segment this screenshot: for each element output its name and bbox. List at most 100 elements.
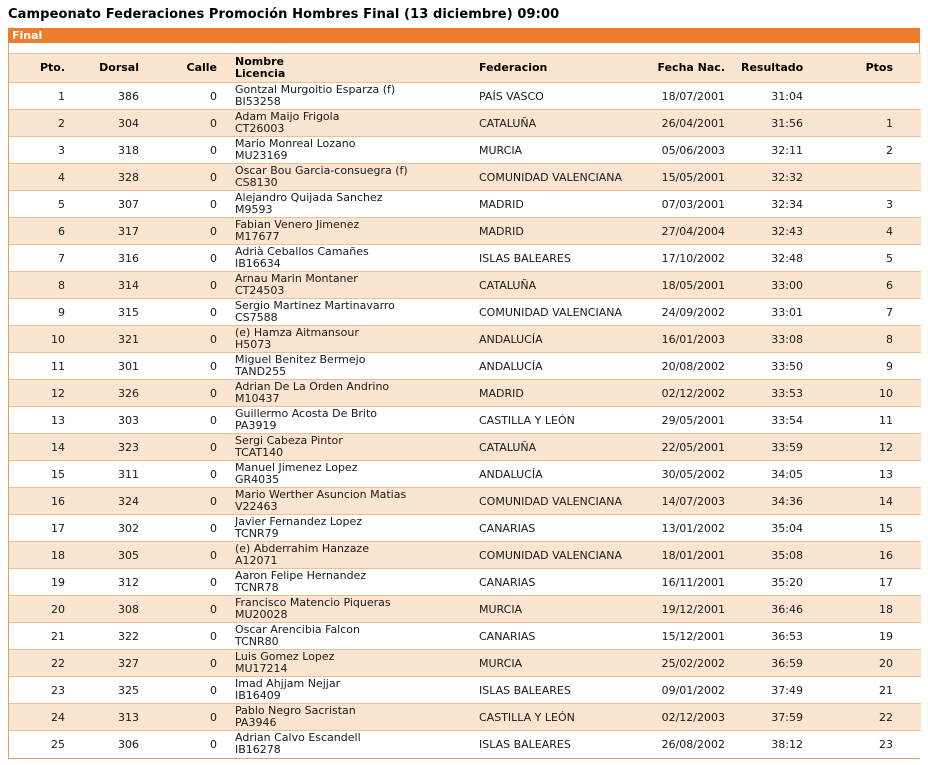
cell-calle: 0	[210, 440, 217, 454]
cell-dorsal: 325	[118, 683, 139, 697]
cell-dorsal: 324	[118, 494, 139, 508]
table-row: 4 328 0 Oscar Bou Garcia-consuegra (f) CS813…	[9, 163, 921, 191]
results-tbody: 1 386 0 Gontzal Murgoitio Esparza (f) BI5325…	[9, 82, 921, 758]
athlete-licencia: TAND255	[235, 365, 287, 378]
table-row: 23 325 0 Imad Ahjjam Nejjar IB16409 ISLAS BAL…	[9, 676, 921, 704]
cell-nombre-licencia: Arnau Marin Montaner CT24503	[229, 272, 475, 299]
cell-nombre-licencia: Guillermo Acosta De Brito PA3919	[229, 407, 475, 434]
cell-calle: 0	[210, 224, 217, 238]
table-row: 21 322 0 Oscar Arencibia Falcon TCNR80 CANARI…	[9, 622, 921, 650]
cell-resultado: 38:12	[771, 737, 803, 751]
cell-federacion: ISLAS BALEARES	[479, 251, 571, 265]
cell-resultado: 34:36	[771, 494, 803, 508]
cell-calle: 0	[210, 737, 217, 751]
cell-nombre-licencia: Mario Monreal Lozano MU23169	[229, 137, 475, 164]
cell-pto: 6	[58, 224, 65, 238]
cell-pto: 4	[58, 170, 65, 184]
col-header-resultado: Resultado	[741, 61, 804, 74]
cell-resultado: 36:46	[771, 602, 803, 616]
athlete-name: Mario Werther Asuncion Matias	[235, 488, 407, 501]
table-row: 11 301 0 Miguel Benitez Bermejo TAND255 ANDAL…	[9, 352, 921, 380]
cell-resultado: 32:43	[771, 224, 803, 238]
cell-ptos: 14	[879, 494, 893, 508]
athlete-licencia: A12071	[235, 554, 278, 567]
cell-ptos: 9	[886, 359, 893, 373]
table-row: 2 304 0 Adam Maijo Frigola CT26003 CATALUÑA 26…	[9, 109, 921, 137]
cell-fecha-nac: 17/10/2002	[661, 251, 725, 265]
cell-nombre-licencia: Oscar Arencibia Falcon TCNR80	[229, 623, 475, 650]
cell-pto: 10	[51, 332, 65, 346]
cell-pto: 14	[51, 440, 65, 454]
cell-fecha-nac: 07/03/2001	[661, 197, 725, 211]
cell-pto: 23	[51, 683, 65, 697]
athlete-name: Gontzal Murgoitio Esparza (f)	[235, 83, 396, 96]
table-row: 19 312 0 Aaron Felipe Hernandez TCNR78 CANARI…	[9, 568, 921, 596]
cell-nombre-licencia: Sergio Martinez Martinavarro CS7588	[229, 299, 475, 326]
athlete-name: (e) Hamza Aitmansour	[235, 326, 359, 339]
athlete-name: Luis Gomez Lopez	[235, 650, 335, 663]
cell-pto: 3	[58, 143, 65, 157]
cell-federacion: ANDALUCÍA	[479, 467, 543, 481]
cell-pto: 24	[51, 710, 65, 724]
cell-nombre-licencia: Fabian Venero Jimenez M17677	[229, 218, 475, 245]
athlete-name: Sergi Cabeza Pintor	[235, 434, 343, 447]
cell-ptos: 7	[886, 305, 893, 319]
cell-nombre-licencia: Adrian Calvo Escandell IB16278	[229, 731, 475, 758]
cell-pto: 9	[58, 305, 65, 319]
cell-dorsal: 313	[118, 710, 139, 724]
athlete-licencia: IB16634	[235, 257, 281, 270]
athlete-name: Adrià Ceballos Camañes	[235, 245, 369, 258]
cell-ptos: 3	[886, 197, 893, 211]
table-row: 6 317 0 Fabian Venero Jimenez M17677 MADRID 27…	[9, 217, 921, 245]
cell-fecha-nac: 26/08/2002	[661, 737, 725, 751]
cell-fecha-nac: 13/01/2002	[661, 521, 725, 535]
cell-pto: 17	[51, 521, 65, 535]
cell-fecha-nac: 24/09/2002	[661, 305, 725, 319]
cell-fecha-nac: 15/05/2001	[661, 170, 725, 184]
cell-pto: 21	[51, 629, 65, 643]
cell-dorsal: 311	[118, 467, 139, 481]
table-row: 3 318 0 Mario Monreal Lozano MU23169 MURCIA 05…	[9, 136, 921, 164]
cell-fecha-nac: 16/11/2001	[661, 575, 725, 589]
cell-pto: 7	[58, 251, 65, 265]
cell-pto: 1	[58, 89, 65, 103]
athlete-licencia: IB16278	[235, 743, 281, 757]
athlete-name: Adrian De La Orden Andrino	[235, 380, 390, 393]
cell-federacion: ISLAS BALEARES	[479, 683, 571, 697]
col-header-calle: Calle	[186, 61, 218, 74]
table-row: 22 327 0 Luis Gomez Lopez MU17214 MURCIA 25/02…	[9, 649, 921, 677]
cell-dorsal: 328	[118, 170, 139, 184]
cell-federacion: ANDALUCÍA	[479, 332, 543, 346]
cell-nombre-licencia: (e) Abderrahim Hanzaze A12071	[229, 542, 475, 569]
cell-resultado: 35:08	[771, 548, 803, 562]
cell-resultado: 33:01	[771, 305, 803, 319]
cell-dorsal: 308	[118, 602, 139, 616]
cell-ptos: 20	[879, 656, 893, 670]
table-header-row: Pto. Dorsal Calle Nombre Licencia Federa…	[9, 53, 921, 83]
cell-fecha-nac: 27/04/2004	[661, 224, 725, 238]
cell-fecha-nac: 05/06/2003	[661, 143, 725, 157]
table-row: 13 303 0 Guillermo Acosta De Brito PA3919 CAS…	[9, 406, 921, 434]
cell-ptos: 11	[879, 413, 893, 427]
cell-resultado: 32:32	[771, 170, 803, 184]
cell-calle: 0	[210, 143, 217, 157]
cell-federacion: CATALUÑA	[479, 278, 537, 292]
cell-federacion: CASTILLA Y LEÓN	[479, 710, 575, 724]
cell-calle: 0	[210, 359, 217, 373]
cell-ptos: 21	[879, 683, 893, 697]
athlete-name: Alejandro Quijada Sanchez	[235, 191, 383, 204]
cell-calle: 0	[210, 170, 217, 184]
athlete-licencia: CT24503	[235, 284, 285, 297]
cell-calle: 0	[210, 197, 217, 211]
cell-fecha-nac: 02/12/2003	[661, 710, 725, 724]
cell-nombre-licencia: Imad Ahjjam Nejjar IB16409	[229, 677, 475, 704]
cell-calle: 0	[210, 251, 217, 265]
table-row: 7 316 0 Adrià Ceballos Camañes IB16634 ISLAS …	[9, 244, 921, 272]
cell-fecha-nac: 14/07/2003	[661, 494, 725, 508]
cell-federacion: MADRID	[479, 386, 524, 400]
cell-resultado: 33:59	[771, 440, 803, 454]
cell-ptos: 8	[886, 332, 893, 346]
cell-ptos: 1	[886, 116, 893, 130]
cell-pto: 2	[58, 116, 65, 130]
cell-federacion: CANARIAS	[479, 575, 536, 589]
